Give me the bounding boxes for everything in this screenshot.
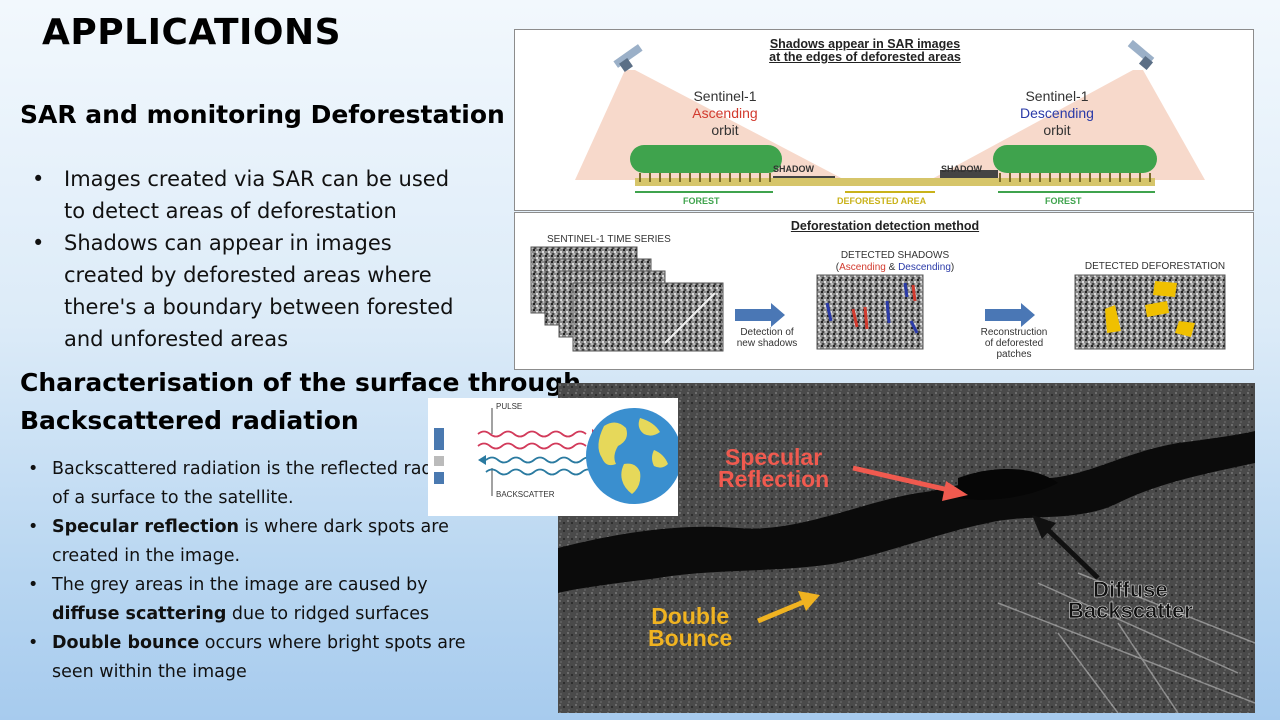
pulse-diagram-graphic xyxy=(434,408,678,504)
forest-left-label: FOREST xyxy=(683,196,720,206)
shadow-left-label: SHADOW xyxy=(773,164,814,174)
sar-image: Specular Reflection Diffuse Backscatter … xyxy=(558,383,1255,713)
section1-bullet: • Images created via SAR can be used to d… xyxy=(32,167,450,223)
shadow-diagram: Shadows appear in SAR images at the edge… xyxy=(514,29,1254,211)
deforested-patches xyxy=(1105,281,1195,337)
diffuse-label: Diffuse Backscatter xyxy=(1068,577,1193,623)
specular-arrow xyxy=(852,465,954,494)
sar-track-line xyxy=(664,292,716,344)
shadow-right-block xyxy=(940,170,998,180)
shadow-right-label: SHADOW xyxy=(941,164,982,174)
shadow-diagram-title: Shadows appear in SAR images at the edge… xyxy=(769,37,961,64)
ground-strip xyxy=(635,178,1155,186)
backscatter-waves xyxy=(485,456,595,476)
left-sat-label: Sentinel-1 Ascending orbit xyxy=(692,88,758,138)
pulse-waves xyxy=(477,430,587,450)
shadow-diagram-graphic xyxy=(575,39,1205,193)
sar-frame-4 xyxy=(572,282,724,352)
detected-shadows-image xyxy=(816,274,924,350)
right-sat-label: Sentinel-1 Descending orbit xyxy=(1020,88,1094,138)
section1-heading: SAR and monitoring Deforestation xyxy=(20,100,505,129)
section2-bullet: • The grey areas in the image are caused … xyxy=(28,575,430,624)
section2-heading-line1: Characterisation of the surface through xyxy=(20,368,581,397)
earth-icon xyxy=(586,408,678,504)
shadow-marks xyxy=(825,282,919,334)
section2-bullet-list: • Backscattered radiation is the reflecte… xyxy=(28,455,498,687)
forest-left-canopy xyxy=(630,145,782,173)
arrow-right-icon xyxy=(985,303,1035,327)
forest-right-canopy xyxy=(993,145,1157,173)
satellite-icon xyxy=(434,428,444,484)
section2-bullet: • Double bounce occurs where bright spots… xyxy=(28,633,466,682)
step2-label: Reconstruction of deforested patches xyxy=(980,327,1048,360)
double-arrow xyxy=(757,598,807,624)
deforested-label: DEFORESTED AREA xyxy=(837,196,927,206)
specular-arrowhead-icon xyxy=(942,481,968,501)
river-dark-region xyxy=(558,431,1255,593)
section2-heading-line2: Backscattered radiation xyxy=(20,406,359,435)
time-series-label: SENTINEL-1 TIME SERIES xyxy=(547,234,671,245)
section2-bullet: • Specular reflection is where dark spots… xyxy=(28,517,449,566)
river-bay xyxy=(958,468,1058,500)
pulse-label: PULSE xyxy=(496,402,523,411)
detection-method-title: Deforestation detection method xyxy=(790,219,980,233)
double-label: Double Bounce xyxy=(648,603,733,651)
diffuse-arrow xyxy=(1044,526,1100,580)
backscatter-arrowhead-icon xyxy=(478,455,486,465)
detected-shadows-label: DETECTED SHADOWS (Ascending & Descending… xyxy=(835,250,955,273)
detection-method-diagram: Deforestation detection method SENTINEL-… xyxy=(514,212,1254,370)
diffuse-arrowhead-icon xyxy=(1032,515,1056,539)
backscatter-label: BACKSCATTER xyxy=(496,490,555,499)
section2-bullet: • Backscattered radiation is the reflecte… xyxy=(28,459,482,508)
satellite-right-icon xyxy=(1127,39,1155,71)
section1-bullet-list: • Images created via SAR can be used to d… xyxy=(32,163,472,355)
forest-right-label: FOREST xyxy=(1045,196,1082,206)
double-arrowhead-icon xyxy=(798,591,820,611)
detection-method-graphic xyxy=(530,246,1226,352)
slide-title: APPLICATIONS xyxy=(42,12,342,53)
specular-label: Specular Reflection xyxy=(718,444,830,492)
section1-bullet: • Shadows can appear in images created by… xyxy=(32,231,454,351)
detected-deforestation-label: DETECTED DEFORESTATION xyxy=(1084,261,1226,272)
tree-trunks xyxy=(639,173,1151,182)
satellite-left-icon xyxy=(613,44,643,72)
arrow-right-icon xyxy=(735,303,785,327)
urban-grid xyxy=(997,572,1255,713)
sar-image-graphic xyxy=(558,383,1255,713)
step1-label: Detection of new shadows xyxy=(736,327,798,349)
pulse-diagram: PULSE BACKSCATTER xyxy=(428,398,678,516)
